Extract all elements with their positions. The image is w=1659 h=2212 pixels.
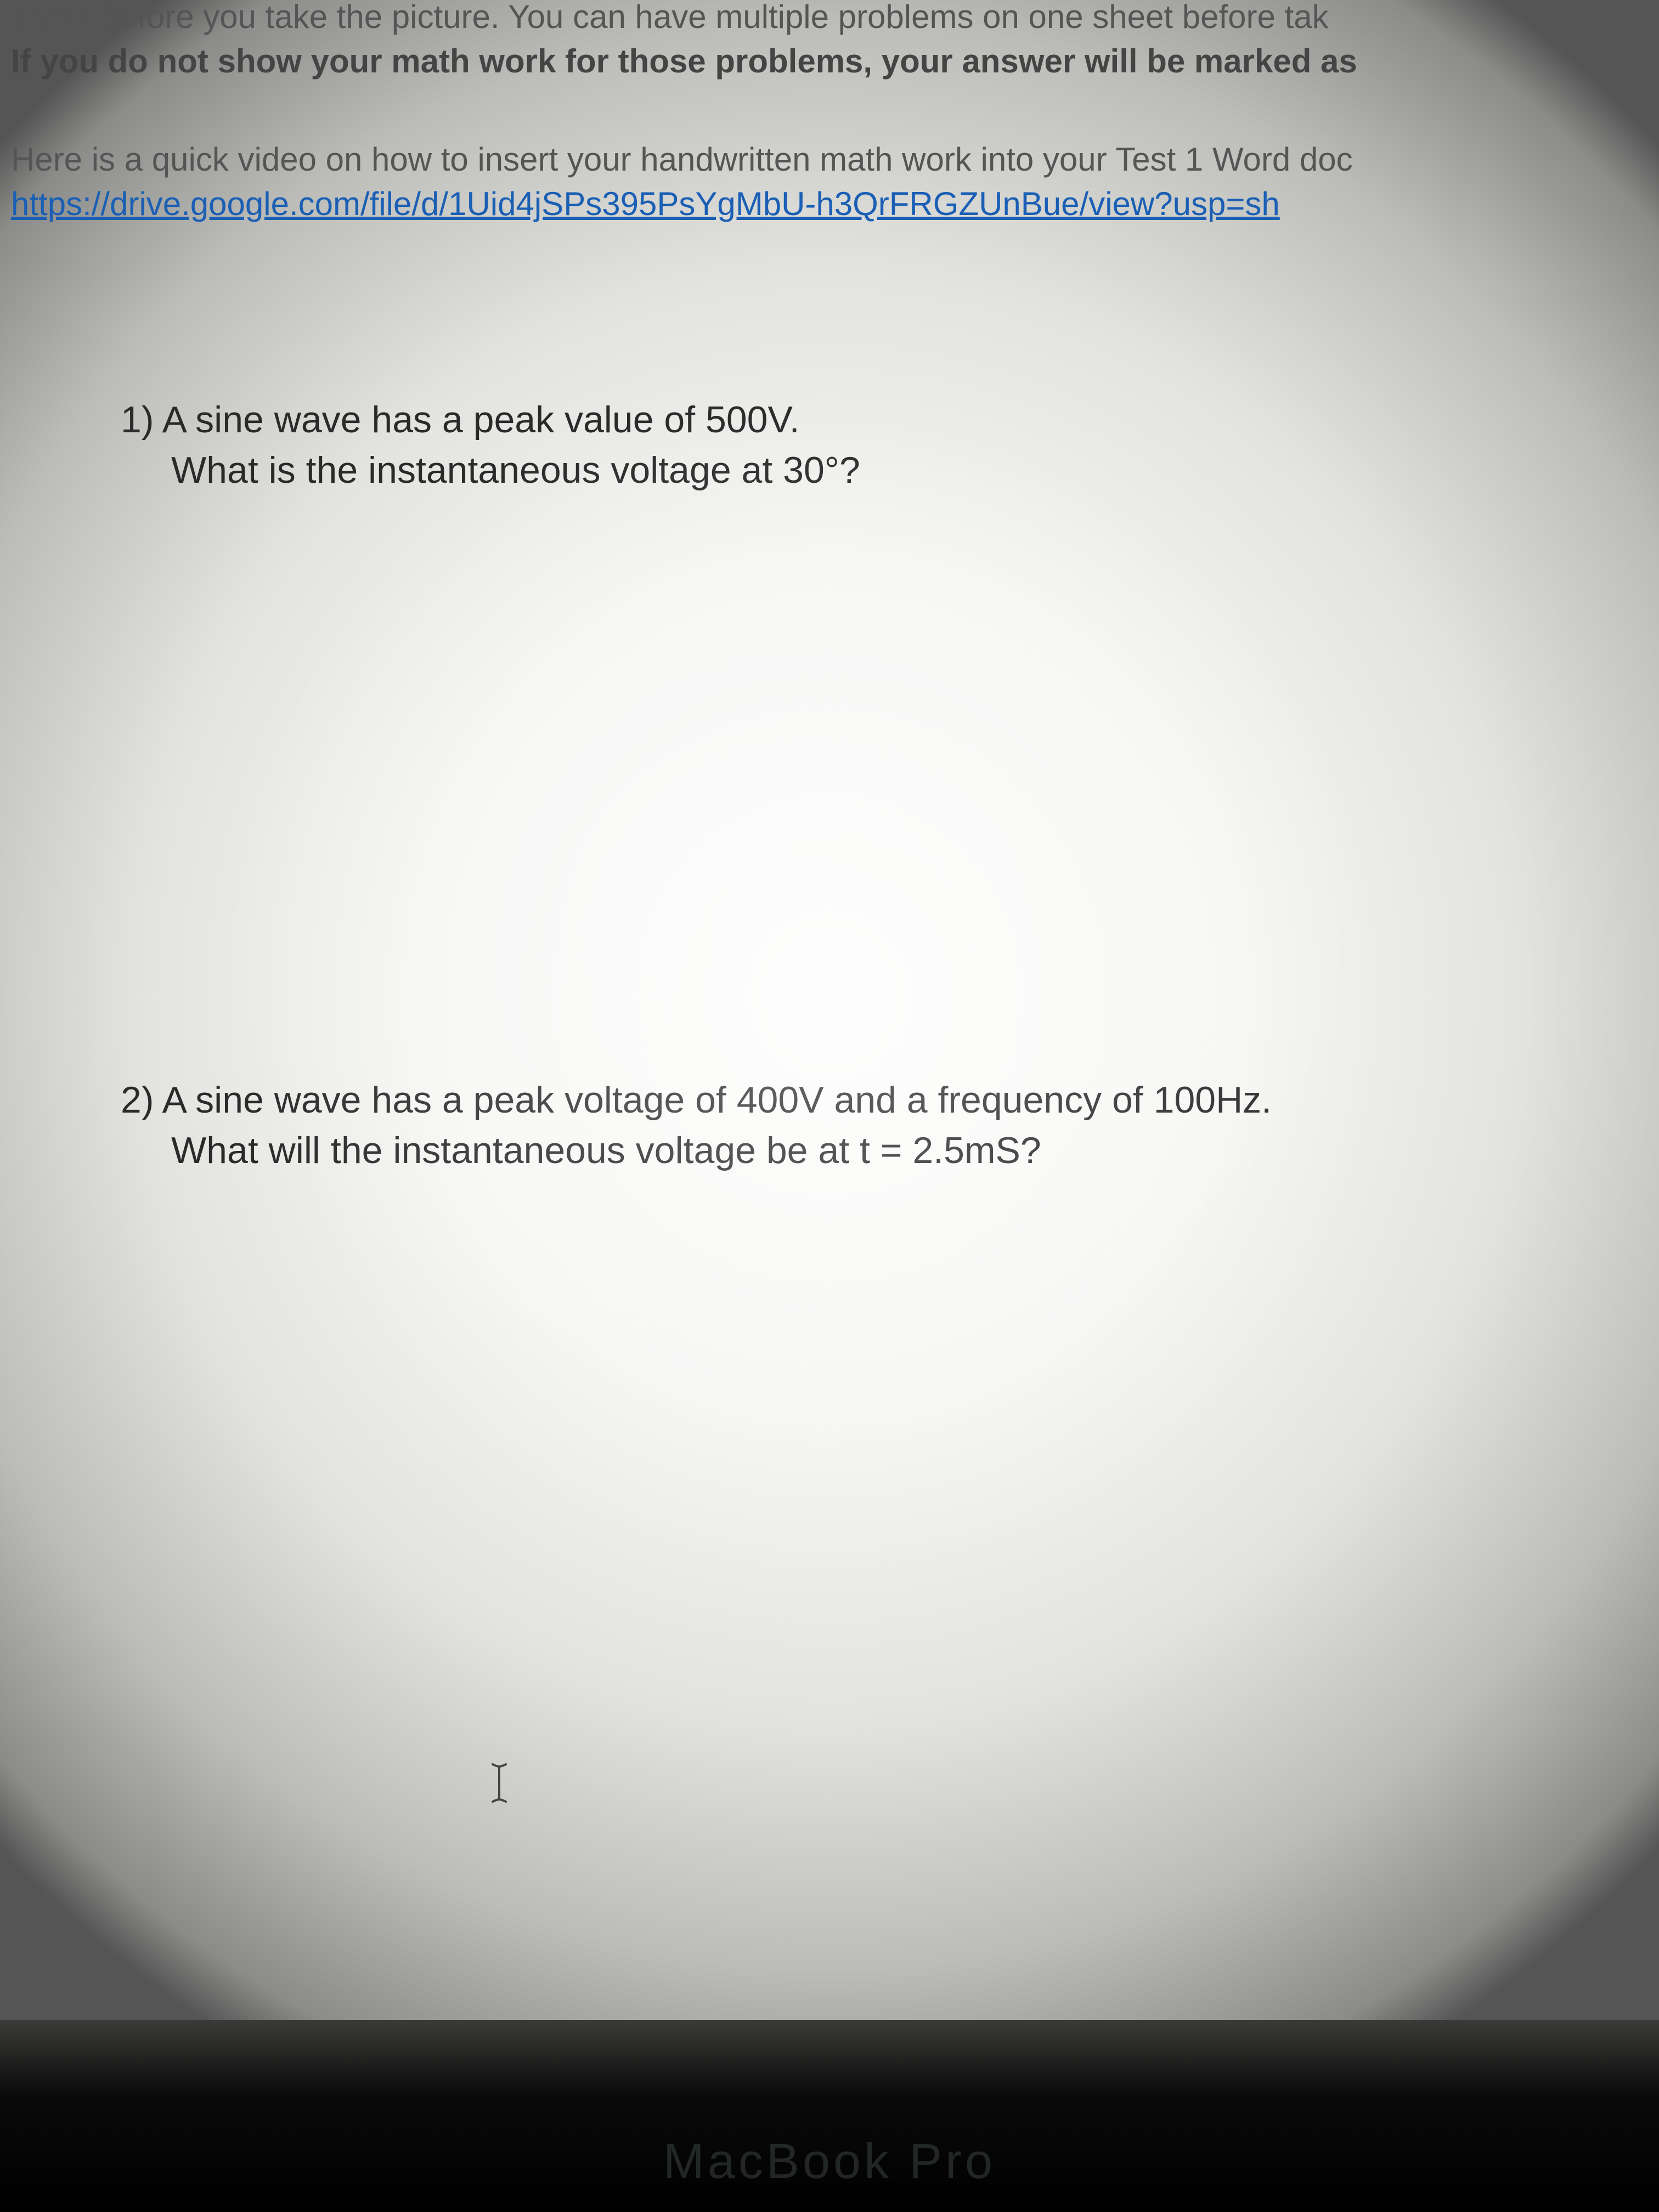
text-insertion-cursor-icon [488, 1761, 510, 1815]
video-intro-text: Here is a quick video on how to insert y… [11, 141, 1353, 178]
laptop-bottom-bezel: MacBook Pro [0, 2020, 1659, 2212]
problem-1: 1) A sine wave has a peak value of 500V.… [121, 395, 1626, 496]
problem-2: 2) A sine wave has a peak voltage of 400… [121, 1075, 1637, 1176]
google-drive-link[interactable]: https://drive.google.com/file/d/1Uid4jSP… [11, 185, 1280, 222]
problem-2-line-2: What will the instantaneous voltage be a… [121, 1126, 1637, 1176]
instructions-line-2-bold: If you do not show your math work for th… [11, 43, 1357, 80]
problem-2-line-1: A sine wave has a peak voltage of 400V a… [162, 1079, 1272, 1121]
video-link-paragraph: Here is a quick video on how to insert y… [11, 137, 1659, 226]
instructions-line-1: sheet before you take the picture. You c… [11, 0, 1329, 35]
word-document-page: sheet before you take the picture. You c… [0, 0, 1659, 2020]
problem-2-number: 2) [121, 1079, 154, 1121]
problem-1-line-2: What is the instantaneous voltage at 30°… [121, 445, 1626, 496]
problem-1-line-1: A sine wave has a peak value of 500V. [162, 399, 800, 441]
instructions-cutoff-text: sheet before you take the picture. You c… [11, 0, 1659, 83]
problem-1-number: 1) [121, 399, 154, 441]
macbook-pro-label: MacBook Pro [0, 2134, 1659, 2190]
photo-of-laptop-screen: sheet before you take the picture. You c… [0, 0, 1659, 2212]
